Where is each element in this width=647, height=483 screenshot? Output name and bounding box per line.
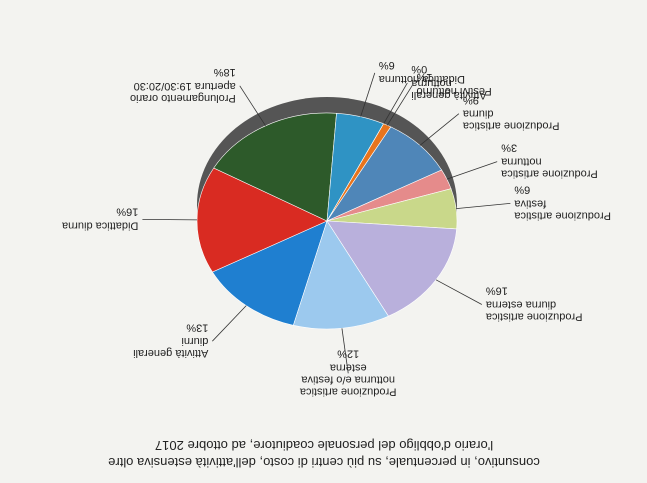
slice-label: Produzione artisticanotturna e/o festiva… (299, 361, 396, 397)
leader-line (341, 328, 349, 374)
slice-label: Didattica diurna (61, 219, 138, 231)
slice-label: Festivi notturno (417, 85, 492, 97)
value-label: 6% (514, 183, 530, 195)
chart-title: consuntivo, in percentuale, su più centr… (108, 438, 540, 470)
value-label: 6% (379, 59, 395, 71)
leader-line (386, 84, 413, 126)
value-label: 16% (486, 285, 508, 297)
leader-line (419, 113, 460, 146)
slice-label: Produzione artisticadiurna esterna (485, 299, 582, 323)
slice-label: Didattica notturna (378, 73, 465, 85)
value-label: 13% (186, 321, 208, 333)
value-label: 12% (337, 347, 359, 359)
slice-label: Attività generalidiurni (133, 335, 208, 359)
leader-line (456, 202, 511, 209)
value-label: 3% (501, 142, 517, 154)
leader-line (239, 85, 266, 127)
leader-line (212, 305, 247, 342)
pie-slice (211, 220, 328, 326)
slice-label: Produzione artisticadiurna (462, 108, 559, 132)
leader-line (435, 279, 483, 305)
slice-label: Prolungamento orarioapertura 19:30/20:30 (130, 80, 236, 104)
value-label: 1% (416, 71, 432, 83)
value-label: 0% (411, 63, 427, 75)
slice-label: Attività generalinotturna (410, 77, 486, 101)
pie-slice (196, 167, 328, 273)
value-label: 9% (463, 94, 479, 106)
leader-line (383, 82, 408, 124)
pie-slice (292, 220, 389, 330)
value-label: 18% (214, 66, 236, 78)
leader-line (446, 161, 498, 180)
value-label: 16% (116, 205, 138, 217)
leader-line (360, 72, 376, 117)
slice-label: Produzione artisticafestiva (513, 197, 610, 221)
slice-label: Produzione artisticanotturna (500, 156, 597, 180)
rotated-scan: consuntivo, in percentuale, su più centr… (61, 59, 611, 470)
